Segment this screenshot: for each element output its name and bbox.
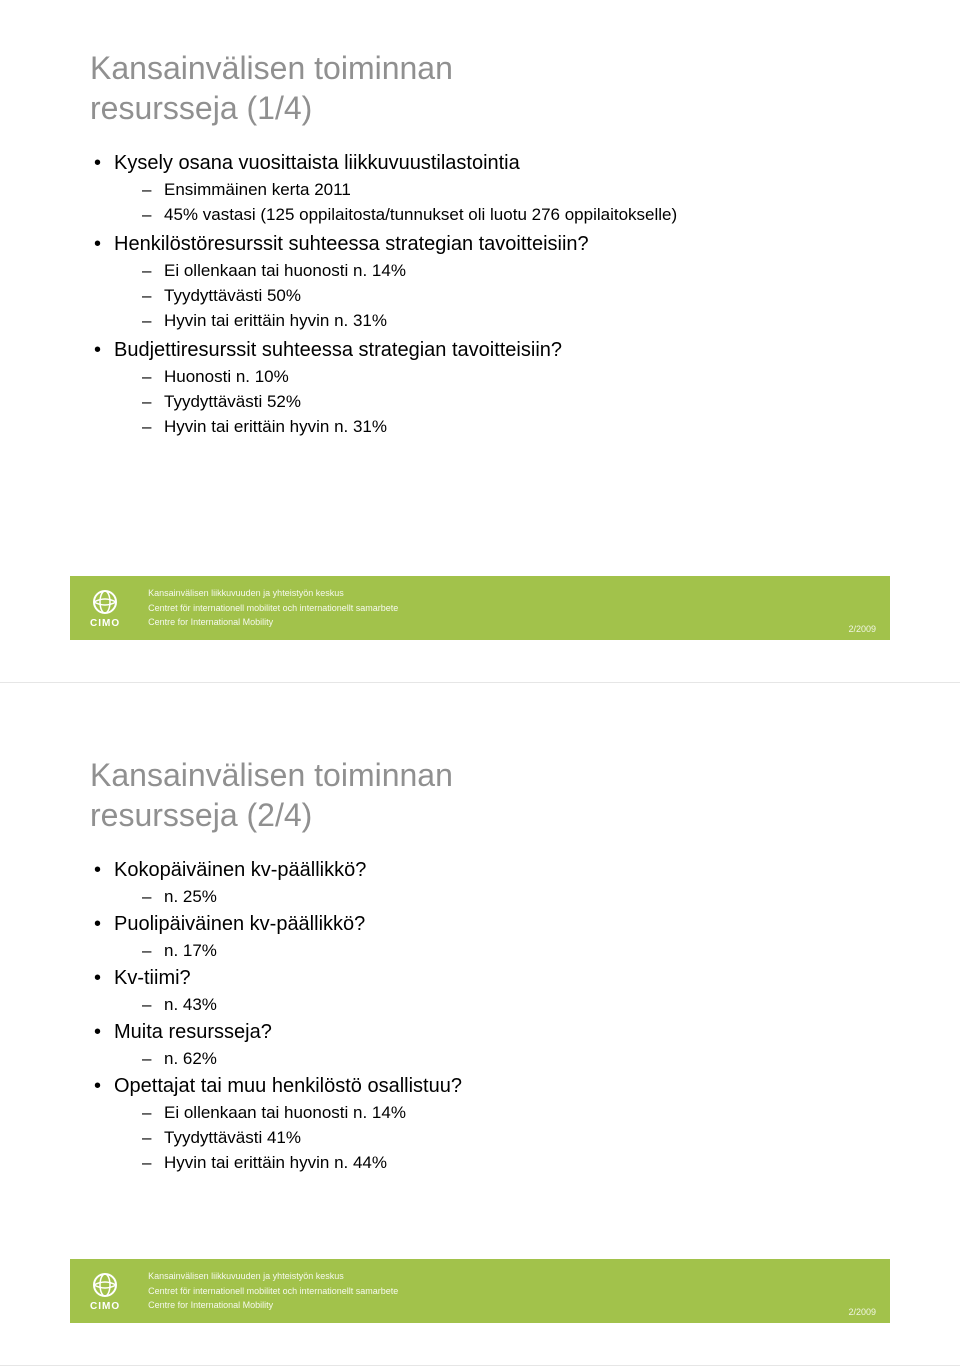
footer-bar: CIMO Kansainvälisen liikkuvuuden ja yhte… (70, 1259, 890, 1323)
slide-title: Kansainvälisen toiminnan resursseja (2/4… (90, 755, 870, 835)
footer-line-3: Centre for International Mobility (148, 616, 398, 629)
bullet-text: Muita resursseja? (114, 1021, 272, 1043)
bullet-item: Opettajat tai muu henkilöstö osallistuu?… (90, 1073, 870, 1175)
slide-content: Kansainvälisen toiminnan resursseja (1/4… (0, 0, 960, 439)
sub-bullet-list: n. 17% (114, 940, 870, 963)
sub-bullet-list: Ensimmäinen kerta 2011 45% vastasi (125 … (114, 179, 870, 227)
bullet-item: Henkilöstöresurssit suhteessa strategian… (90, 231, 870, 333)
footer-line-1: Kansainvälisen liikkuvuuden ja yhteistyö… (148, 587, 398, 600)
title-line-2: resursseja (2/4) (90, 797, 312, 833)
footer-line-1: Kansainvälisen liikkuvuuden ja yhteistyö… (148, 1270, 398, 1283)
bullet-text: Henkilöstöresurssit suhteessa strategian… (114, 233, 589, 255)
globe-icon (91, 588, 119, 616)
globe-icon (91, 1271, 119, 1299)
bullet-list: Kysely osana vuosittaista liikkuvuustila… (90, 150, 870, 439)
slide-content: Kansainvälisen toiminnan resursseja (2/4… (0, 683, 960, 1175)
sub-bullet-list: Huonosti n. 10% Tyydyttävästi 52% Hyvin … (114, 366, 870, 439)
sub-bullet-item: Hyvin tai erittäin hyvin n. 44% (142, 1152, 870, 1175)
bullet-item: Muita resursseja? n. 62% (90, 1019, 870, 1071)
footer-bar: CIMO Kansainvälisen liikkuvuuden ja yhte… (70, 576, 890, 640)
sub-bullet-item: n. 25% (142, 886, 870, 909)
bullet-text: Kysely osana vuosittaista liikkuvuustila… (114, 152, 520, 174)
sub-bullet-item: n. 43% (142, 994, 870, 1017)
sub-bullet-item: Ei ollenkaan tai huonosti n. 14% (142, 260, 870, 283)
title-line-1: Kansainvälisen toiminnan (90, 50, 453, 86)
sub-bullet-item: Hyvin tai erittäin hyvin n. 31% (142, 310, 870, 333)
sub-bullet-list: n. 43% (114, 994, 870, 1017)
bullet-text: Budjettiresurssit suhteessa strategian t… (114, 339, 562, 361)
bullet-item: Kokopäiväinen kv-päällikkö? n. 25% (90, 857, 870, 909)
sub-bullet-item: n. 62% (142, 1048, 870, 1071)
bullet-item: Kv-tiimi? n. 43% (90, 965, 870, 1017)
title-line-2: resursseja (1/4) (90, 90, 312, 126)
bullet-text: Kv-tiimi? (114, 967, 191, 989)
footer-line-2: Centret för internationell mobilitet och… (148, 602, 398, 615)
cimo-logo: CIMO (90, 588, 120, 629)
sub-bullet-list: n. 62% (114, 1048, 870, 1071)
sub-bullet-item: Tyydyttävästi 41% (142, 1127, 870, 1150)
footer-line-2: Centret för internationell mobilitet och… (148, 1285, 398, 1298)
sub-bullet-item: Huonosti n. 10% (142, 366, 870, 389)
sub-bullet-item: Tyydyttävästi 52% (142, 391, 870, 414)
footer-date: 2/2009 (848, 1307, 876, 1317)
slide-1: Kansainvälisen toiminnan resursseja (1/4… (0, 0, 960, 683)
bullet-text: Puolipäiväinen kv-päällikkö? (114, 913, 365, 935)
footer-text-lines: Kansainvälisen liikkuvuuden ja yhteistyö… (148, 1270, 398, 1312)
sub-bullet-item: n. 17% (142, 940, 870, 963)
sub-bullet-list: Ei ollenkaan tai huonosti n. 14% Tyydytt… (114, 260, 870, 333)
slide-2: Kansainvälisen toiminnan resursseja (2/4… (0, 683, 960, 1366)
title-line-1: Kansainvälisen toiminnan (90, 757, 453, 793)
bullet-item: Budjettiresurssit suhteessa strategian t… (90, 337, 870, 439)
footer-date: 2/2009 (848, 624, 876, 634)
sub-bullet-list: n. 25% (114, 886, 870, 909)
bullet-text: Opettajat tai muu henkilöstö osallistuu? (114, 1075, 462, 1097)
footer-line-3: Centre for International Mobility (148, 1299, 398, 1312)
bullet-text: Kokopäiväinen kv-päällikkö? (114, 859, 366, 881)
footer-text-lines: Kansainvälisen liikkuvuuden ja yhteistyö… (148, 587, 398, 629)
sub-bullet-item: 45% vastasi (125 oppilaitosta/tunnukset … (142, 204, 870, 227)
bullet-item: Kysely osana vuosittaista liikkuvuustila… (90, 150, 870, 227)
sub-bullet-list: Ei ollenkaan tai huonosti n. 14% Tyydytt… (114, 1102, 870, 1175)
bullet-item: Puolipäiväinen kv-päällikkö? n. 17% (90, 911, 870, 963)
sub-bullet-item: Ei ollenkaan tai huonosti n. 14% (142, 1102, 870, 1125)
logo-text: CIMO (90, 618, 120, 629)
sub-bullet-item: Tyydyttävästi 50% (142, 285, 870, 308)
sub-bullet-item: Hyvin tai erittäin hyvin n. 31% (142, 416, 870, 439)
logo-text: CIMO (90, 1301, 120, 1312)
bullet-list: Kokopäiväinen kv-päällikkö? n. 25% Puoli… (90, 857, 870, 1175)
sub-bullet-item: Ensimmäinen kerta 2011 (142, 179, 870, 202)
slide-title: Kansainvälisen toiminnan resursseja (1/4… (90, 48, 870, 128)
cimo-logo: CIMO (90, 1271, 120, 1312)
